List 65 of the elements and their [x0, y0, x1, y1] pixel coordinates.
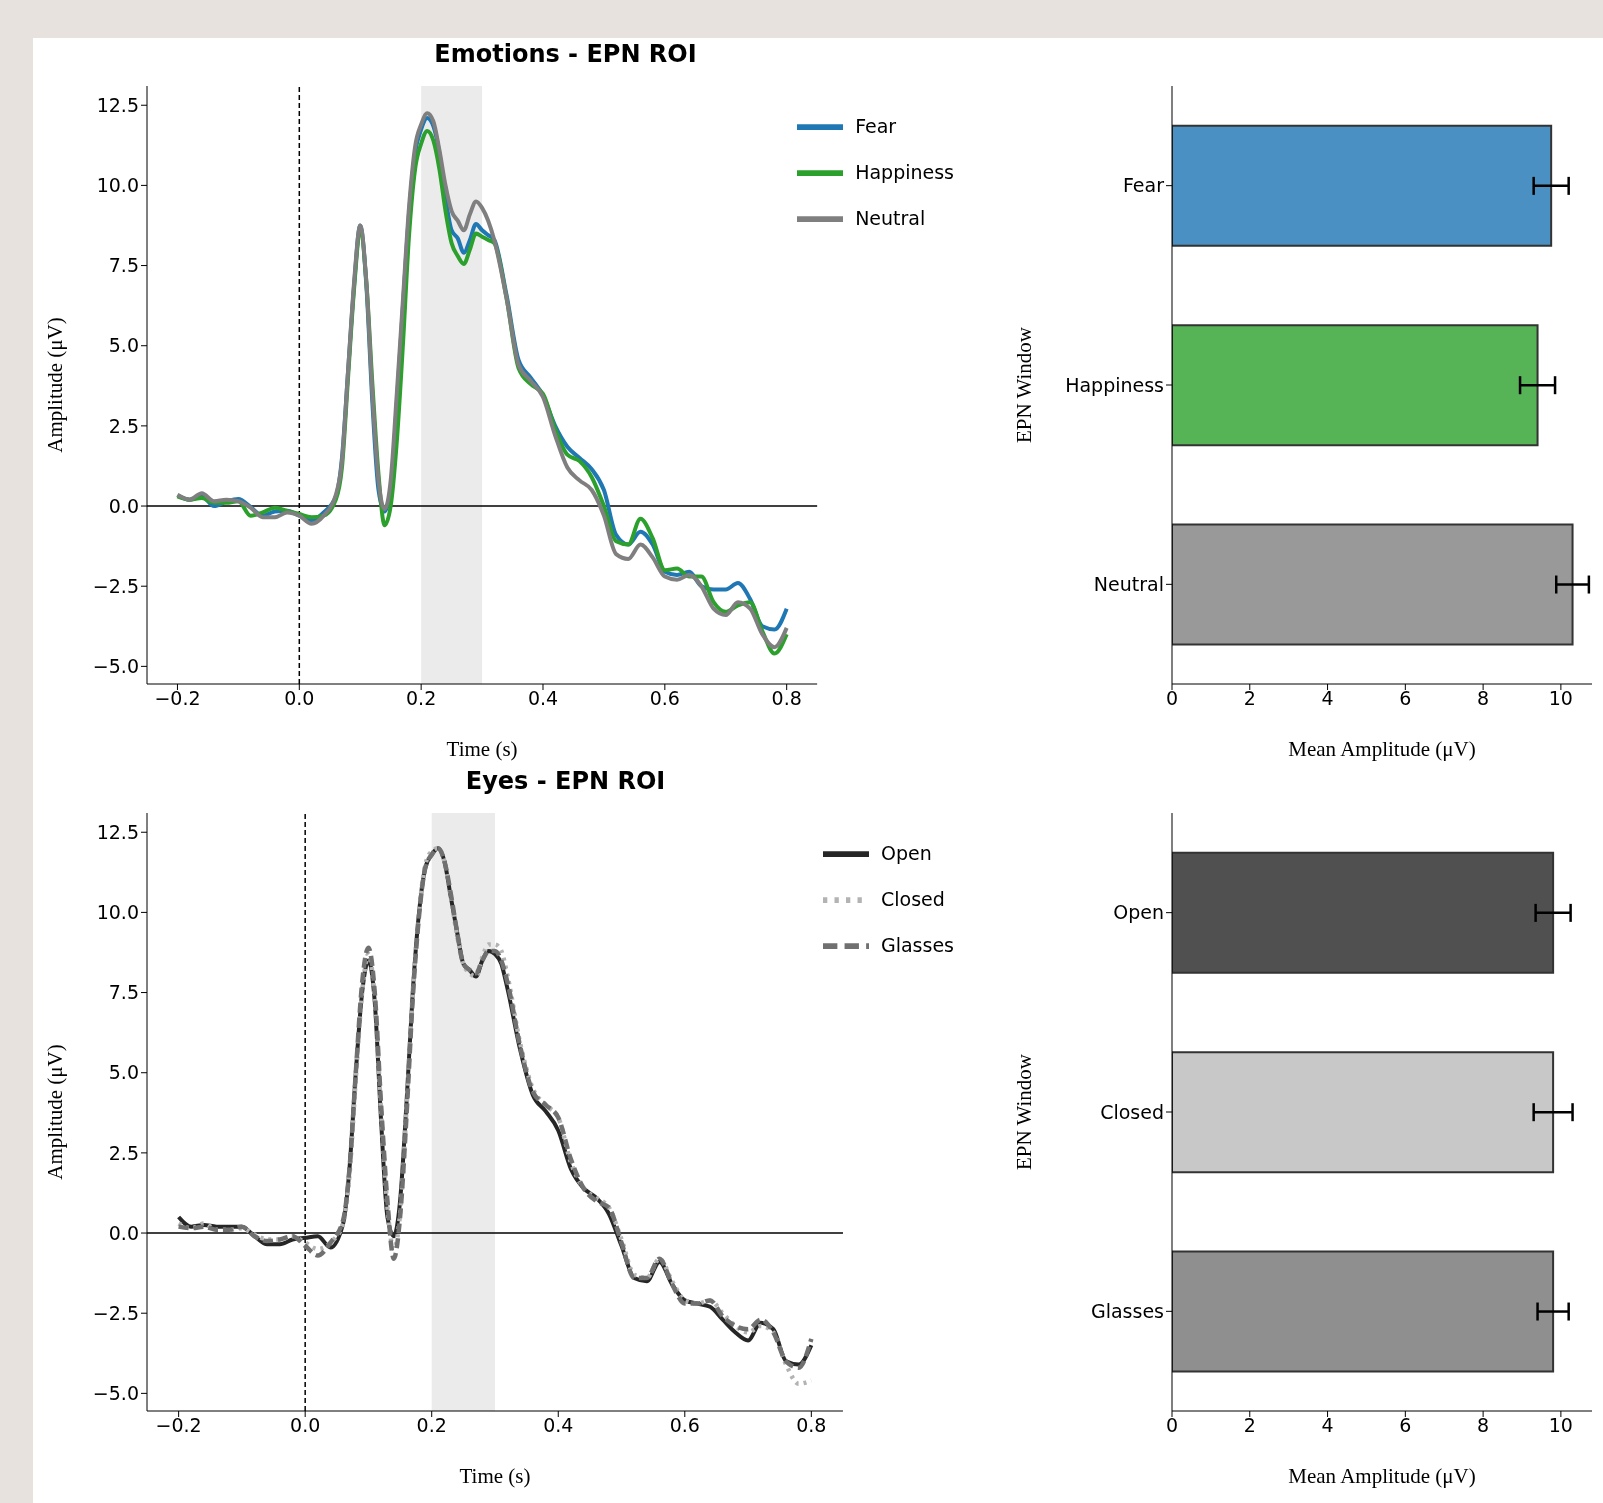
x-tick-label: 8: [1477, 687, 1490, 710]
y-tick-label: 7.5: [108, 981, 139, 1004]
y-tick-label: Neutral: [1093, 573, 1164, 596]
y-tick-label: Open: [1113, 901, 1164, 924]
bar: [1172, 324, 1539, 447]
y-tick-label: 0.0: [108, 1221, 139, 1244]
x-tick-label: 0.6: [649, 687, 680, 710]
y-axis-title: EPN Window: [1012, 326, 1037, 444]
x-tick-label: 10: [1548, 687, 1573, 710]
bar: [1172, 124, 1553, 247]
x-tick-label: 0.4: [543, 1414, 574, 1437]
y-tick-label: −2.5: [92, 574, 139, 597]
y-tick-label: 12.5: [96, 820, 139, 843]
legend-label: Closed: [880, 887, 945, 910]
bar: [1172, 523, 1574, 646]
y-tick-label: 7.5: [108, 254, 139, 277]
y-tick-label: 12.5: [96, 93, 139, 116]
x-tick-label: −0.2: [154, 687, 201, 710]
y-axis-title: Amplitude (μV): [43, 1044, 68, 1180]
y-tick-label: 2.5: [108, 1141, 139, 1164]
x-tick-label: 0.0: [290, 1414, 321, 1437]
x-tick-label: 0.8: [796, 1414, 827, 1437]
y-tick-label: 10.0: [96, 901, 139, 924]
y-tick-label: 10.0: [96, 174, 139, 197]
x-tick-label: 2: [1243, 1414, 1256, 1437]
y-tick-label: 5.0: [108, 334, 139, 357]
x-tick-label: 0.8: [771, 687, 802, 710]
legend-label: Open: [880, 841, 932, 864]
x-tick-label: 2: [1243, 687, 1256, 710]
x-tick-label: −0.2: [155, 1414, 202, 1437]
x-axis-title: Mean Amplitude (μV): [1288, 737, 1476, 761]
chart-title: Emotions - EPN ROI: [433, 40, 698, 68]
x-tick-label: 0.6: [669, 1414, 700, 1437]
chart-title: Eyes - EPN ROI: [464, 767, 667, 795]
y-tick-label: 2.5: [108, 414, 139, 437]
y-axis-title: EPN Window: [1012, 1053, 1037, 1171]
x-tick-label: 0.2: [406, 687, 437, 710]
y-tick-label: Happiness: [1065, 373, 1164, 396]
x-tick-label: 6: [1399, 1414, 1412, 1437]
x-tick-label: 6: [1399, 687, 1412, 710]
x-axis-title: Time (s): [459, 1464, 531, 1488]
y-tick-label: Fear: [1122, 174, 1165, 197]
x-tick-label: 10: [1548, 1414, 1573, 1437]
legend-label: Neutral: [855, 206, 926, 229]
legend-label: Fear: [855, 114, 897, 137]
x-tick-label: 0: [1165, 1414, 1179, 1437]
x-tick-label: 4: [1321, 1414, 1334, 1437]
y-tick-label: Closed: [1100, 1100, 1164, 1123]
x-tick-label: 0: [1165, 687, 1179, 710]
x-tick-label: 4: [1321, 687, 1334, 710]
y-tick-label: −5.0: [92, 655, 139, 678]
y-tick-label: 5.0: [108, 1061, 139, 1084]
x-tick-label: 0.0: [284, 687, 315, 710]
legend-label: Happiness: [855, 160, 954, 183]
x-tick-label: 0.2: [416, 1414, 447, 1437]
y-tick-label: −5.0: [92, 1382, 139, 1405]
y-tick-label: −2.5: [92, 1301, 139, 1324]
y-axis-title: Amplitude (μV): [43, 317, 68, 453]
y-tick-label: 0.0: [108, 494, 139, 517]
x-tick-label: 8: [1477, 1414, 1490, 1437]
legend-label: Glasses: [880, 933, 954, 956]
x-axis-title: Mean Amplitude (μV): [1288, 1464, 1476, 1488]
y-tick-label: Glasses: [1090, 1300, 1164, 1323]
x-axis-title: Time (s): [446, 737, 518, 761]
x-tick-label: 0.4: [527, 687, 559, 710]
